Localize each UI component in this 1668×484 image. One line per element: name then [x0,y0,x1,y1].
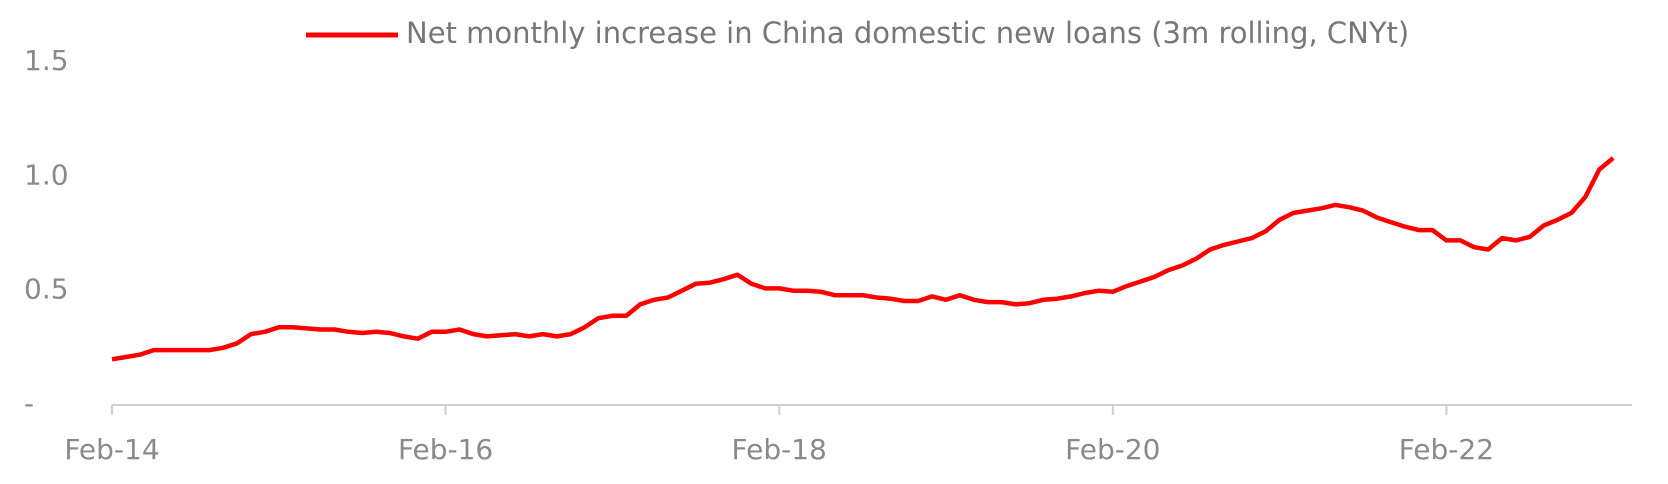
y-tick-label: - [24,387,34,420]
legend-label: Net monthly increase in China domestic n… [406,16,1409,50]
y-tick-label: 1.0 [24,158,69,191]
x-tick-label: Feb-18 [732,433,827,466]
x-tick-label: Feb-20 [1065,433,1160,466]
x-tick-label: Feb-16 [398,433,493,466]
x-tick-label: Feb-14 [64,433,159,466]
series-line [111,156,1615,362]
y-tick-label: 0.5 [24,273,69,306]
x-tick-label: Feb-22 [1399,433,1494,466]
y-tick-label: 1.5 [24,44,69,77]
